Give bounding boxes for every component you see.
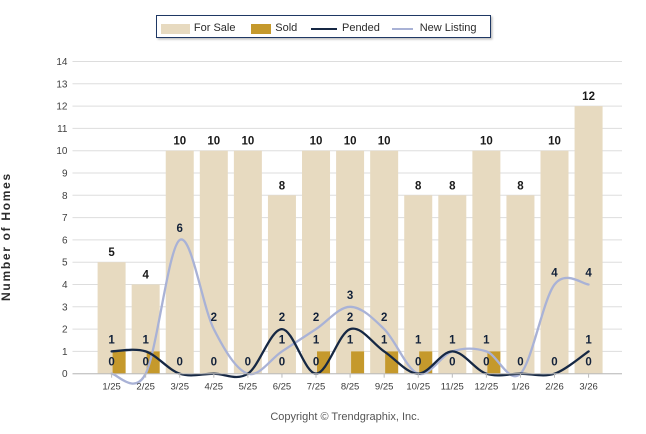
svg-text:3/26: 3/26 — [579, 382, 598, 393]
svg-text:10: 10 — [173, 136, 186, 148]
svg-text:5: 5 — [62, 258, 68, 269]
svg-text:1: 1 — [313, 334, 320, 346]
svg-text:0: 0 — [517, 357, 523, 369]
svg-text:10: 10 — [56, 146, 68, 157]
svg-text:2: 2 — [279, 312, 285, 324]
svg-text:10: 10 — [548, 136, 561, 148]
svg-text:6: 6 — [177, 223, 183, 235]
svg-text:2: 2 — [347, 312, 353, 324]
svg-text:11: 11 — [57, 124, 68, 135]
svg-text:3: 3 — [62, 302, 68, 313]
svg-text:8: 8 — [449, 180, 456, 192]
svg-text:0: 0 — [449, 357, 455, 369]
svg-text:13: 13 — [56, 79, 68, 90]
svg-text:11/25: 11/25 — [441, 382, 464, 393]
svg-text:10: 10 — [378, 136, 391, 148]
svg-text:10: 10 — [344, 136, 357, 148]
svg-text:8/25: 8/25 — [341, 382, 360, 393]
svg-text:7: 7 — [62, 213, 68, 224]
svg-text:0: 0 — [62, 369, 68, 380]
svg-text:0: 0 — [108, 357, 114, 369]
svg-text:1: 1 — [142, 334, 149, 346]
svg-text:1/26: 1/26 — [511, 382, 530, 393]
svg-text:9: 9 — [62, 169, 68, 180]
svg-text:10: 10 — [480, 136, 493, 148]
svg-text:8: 8 — [62, 191, 68, 202]
svg-text:4: 4 — [142, 270, 149, 282]
svg-text:2: 2 — [313, 312, 319, 324]
svg-text:10: 10 — [310, 136, 323, 148]
svg-text:4: 4 — [585, 268, 592, 280]
svg-text:0: 0 — [245, 357, 251, 369]
svg-text:9/25: 9/25 — [375, 382, 394, 393]
svg-text:1: 1 — [381, 334, 388, 346]
svg-text:0: 0 — [279, 357, 285, 369]
svg-text:1: 1 — [449, 334, 456, 346]
svg-text:0: 0 — [313, 357, 319, 369]
svg-text:6: 6 — [62, 235, 68, 246]
svg-text:5: 5 — [108, 247, 115, 259]
svg-text:1: 1 — [585, 334, 592, 346]
svg-text:7/25: 7/25 — [307, 382, 326, 393]
svg-text:1: 1 — [347, 334, 354, 346]
svg-text:12: 12 — [56, 102, 68, 113]
svg-text:0: 0 — [142, 357, 148, 369]
svg-text:0: 0 — [415, 357, 421, 369]
svg-text:2/26: 2/26 — [545, 382, 564, 393]
svg-text:8: 8 — [415, 180, 422, 192]
svg-text:5/25: 5/25 — [239, 382, 258, 393]
svg-text:4: 4 — [551, 268, 558, 280]
svg-text:10: 10 — [207, 136, 220, 148]
svg-text:3/25: 3/25 — [170, 382, 189, 393]
svg-text:2: 2 — [381, 312, 387, 324]
svg-text:1: 1 — [62, 347, 68, 358]
svg-text:2: 2 — [211, 312, 217, 324]
svg-text:1: 1 — [483, 334, 490, 346]
svg-text:4: 4 — [62, 280, 68, 291]
svg-text:14: 14 — [56, 57, 68, 68]
svg-text:0: 0 — [585, 357, 591, 369]
svg-text:6/25: 6/25 — [273, 382, 292, 393]
svg-text:0: 0 — [211, 357, 217, 369]
svg-text:1: 1 — [279, 334, 286, 346]
svg-text:4/25: 4/25 — [205, 382, 224, 393]
svg-text:12/25: 12/25 — [474, 382, 498, 393]
svg-text:8: 8 — [517, 180, 524, 192]
svg-text:8: 8 — [279, 180, 286, 192]
svg-text:3: 3 — [347, 290, 353, 302]
svg-text:10/25: 10/25 — [406, 382, 430, 393]
svg-text:10: 10 — [241, 136, 254, 148]
svg-text:0: 0 — [177, 357, 183, 369]
svg-text:0: 0 — [483, 357, 489, 369]
svg-text:1: 1 — [108, 334, 115, 346]
svg-text:2/25: 2/25 — [136, 382, 155, 393]
svg-text:0: 0 — [551, 357, 557, 369]
svg-text:12: 12 — [582, 91, 595, 103]
svg-text:1/25: 1/25 — [102, 382, 121, 393]
svg-text:2: 2 — [62, 325, 68, 336]
svg-text:1: 1 — [415, 334, 422, 346]
